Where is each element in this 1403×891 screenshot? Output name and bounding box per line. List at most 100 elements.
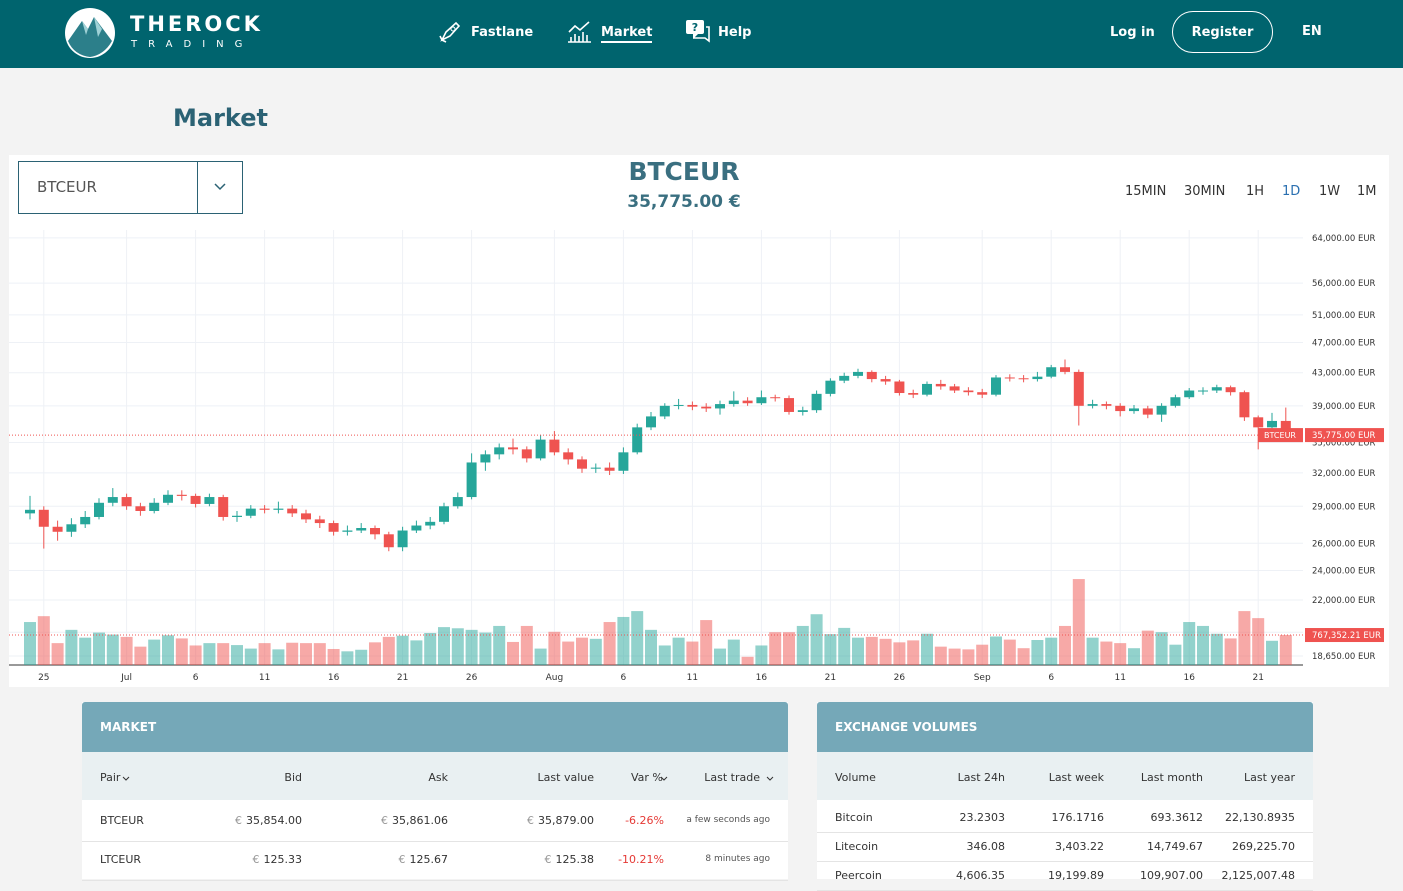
register-button[interactable]: Register bbox=[1172, 11, 1273, 53]
volume-bar bbox=[327, 648, 340, 665]
candle-body bbox=[328, 523, 339, 532]
sort-caret[interactable] bbox=[122, 776, 130, 782]
volume-cell: 4,606.35 bbox=[956, 869, 1005, 882]
chevron bbox=[214, 183, 226, 191]
chart: 25 Jul 6 11 16 21 26 Aug 6 11 16 21 26 Sep 6 11 16 21 18,6… bbox=[9, 230, 1384, 683]
y-tick-label: 26,000.00 EUR bbox=[1312, 539, 1376, 549]
volume-bar bbox=[37, 616, 50, 665]
volume-bar bbox=[106, 634, 119, 665]
volume-bar bbox=[493, 625, 506, 665]
volume-bar bbox=[1183, 622, 1196, 665]
price-cell: €35,879.00 bbox=[527, 814, 594, 827]
login[interactable]: Log in bbox=[1110, 25, 1155, 40]
candle-body bbox=[922, 383, 932, 395]
price-cell: €125.38 bbox=[545, 853, 595, 866]
price-value: 35,861.06 bbox=[392, 814, 448, 827]
coin-cell: Bitcoin bbox=[835, 811, 873, 824]
volume-bar bbox=[658, 645, 671, 665]
candle-body bbox=[618, 452, 629, 471]
column-header-row bbox=[817, 752, 1313, 800]
candle-body bbox=[1046, 367, 1057, 377]
candle-body bbox=[245, 508, 256, 516]
x-tick-label: 11 bbox=[259, 673, 270, 683]
price-value: 125.33 bbox=[263, 853, 303, 866]
volume-bar bbox=[162, 635, 174, 665]
x-tick-label: 6 bbox=[1048, 673, 1054, 683]
column-header: Last trade bbox=[704, 771, 760, 784]
currency: € bbox=[398, 853, 406, 866]
candle-body bbox=[190, 495, 201, 504]
candle-body bbox=[1211, 387, 1222, 391]
language[interactable]: EN bbox=[1302, 24, 1322, 39]
candle-body bbox=[342, 530, 353, 532]
timeframe-button[interactable]: 15MIN bbox=[1125, 184, 1167, 199]
candle-body bbox=[646, 416, 656, 428]
candle-body bbox=[397, 530, 408, 548]
timeframe-button[interactable]: 1W bbox=[1319, 184, 1341, 199]
volume-bar bbox=[410, 640, 423, 665]
volume-bar bbox=[534, 648, 547, 665]
x-tick-label: 16 bbox=[1183, 673, 1195, 683]
market-card: MARKET Pair Bid Ask Last value Var % Last trad… bbox=[82, 702, 788, 881]
price-value: 35,879.00 bbox=[538, 814, 594, 827]
volume-cell: 693.3612 bbox=[1150, 811, 1204, 824]
candle-body bbox=[880, 379, 891, 382]
volume-bar bbox=[148, 639, 161, 665]
candle-body bbox=[701, 406, 712, 409]
volume-bar bbox=[258, 643, 271, 665]
timeframe-button[interactable]: 1D bbox=[1282, 184, 1301, 199]
column-header-row bbox=[82, 752, 788, 800]
volume-bar bbox=[727, 639, 740, 665]
pair-select[interactable]: BTCEUR bbox=[18, 161, 243, 214]
candle-body bbox=[977, 392, 988, 395]
volume-bar bbox=[1279, 635, 1292, 665]
nav-link[interactable]: Market bbox=[601, 25, 653, 43]
candle-body bbox=[853, 371, 863, 376]
candle-body bbox=[1170, 397, 1181, 406]
volume-bar bbox=[810, 614, 823, 665]
nav-link[interactable]: Fastlane bbox=[471, 25, 534, 40]
caret-path bbox=[766, 776, 774, 781]
candle-body bbox=[742, 400, 753, 404]
row-separator bbox=[82, 841, 788, 842]
row-separator bbox=[817, 832, 1313, 833]
candle-body bbox=[866, 371, 877, 380]
series-tag bbox=[1258, 428, 1303, 443]
timeframe-button[interactable]: 30MIN bbox=[1184, 184, 1226, 199]
chart-panel bbox=[9, 155, 1389, 687]
volume-bar bbox=[948, 648, 961, 665]
var-cell: -10.21% bbox=[618, 853, 664, 866]
candle-body bbox=[756, 397, 767, 404]
candle-body bbox=[1018, 378, 1029, 380]
y-tick-label: 35,000.00 EUR bbox=[1312, 439, 1376, 449]
candle-body bbox=[52, 526, 63, 532]
card-header: MARKET bbox=[82, 702, 788, 752]
candle-body bbox=[163, 494, 173, 503]
volume-bar bbox=[852, 637, 864, 665]
volume-bar bbox=[1210, 633, 1223, 665]
sort-caret[interactable] bbox=[766, 776, 774, 782]
volume-bar bbox=[382, 636, 395, 665]
select-divider bbox=[197, 162, 198, 213]
volume-bar bbox=[286, 642, 299, 665]
fastlane-icon bbox=[439, 21, 461, 43]
y-tick-label: 64,000.00 EUR bbox=[1312, 234, 1376, 244]
candle-body bbox=[66, 524, 77, 532]
currency: € bbox=[252, 853, 260, 866]
price-cell: €125.67 bbox=[399, 853, 449, 866]
candle-body bbox=[1156, 405, 1167, 415]
volume-bar bbox=[1031, 640, 1044, 665]
column-header: Bid bbox=[284, 771, 302, 784]
timeframe-button[interactable]: 1M bbox=[1357, 184, 1377, 199]
chart-price: 35,775.00 € bbox=[627, 192, 741, 212]
volume-bar bbox=[424, 632, 437, 665]
volume-cell: 346.08 bbox=[966, 840, 1006, 853]
candle-body bbox=[535, 439, 546, 459]
volume-bar bbox=[217, 643, 230, 665]
candle-body bbox=[991, 377, 1001, 395]
candle-body bbox=[673, 404, 684, 406]
volume-bar bbox=[617, 616, 630, 665]
nav-link[interactable]: Help bbox=[718, 25, 752, 40]
sort-caret[interactable] bbox=[660, 776, 668, 782]
timeframe-button[interactable]: 1H bbox=[1246, 184, 1265, 199]
